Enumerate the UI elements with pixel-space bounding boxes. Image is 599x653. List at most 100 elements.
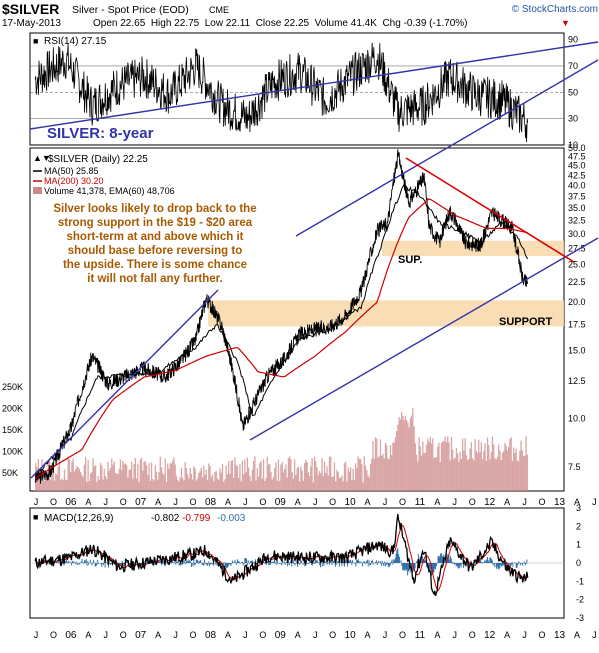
chart-title: SILVER: 8-year bbox=[47, 125, 154, 142]
volume-bar bbox=[154, 465, 156, 491]
volume-bar bbox=[316, 467, 318, 491]
commentary-line: should base before reversing to bbox=[68, 245, 242, 257]
volume-bar bbox=[108, 470, 110, 491]
volume-bar bbox=[290, 459, 292, 491]
price-x-tick-label: 10 bbox=[345, 497, 357, 508]
macd-x-tick-label: A bbox=[574, 630, 580, 640]
volume-bar bbox=[464, 438, 466, 491]
macd-x-tick-label: O bbox=[329, 630, 336, 640]
macd-x-tick-label: 09 bbox=[275, 630, 287, 641]
volume-bar bbox=[257, 476, 260, 491]
macd-x-tick-label: J bbox=[313, 630, 318, 640]
macd-tick-label: -2 bbox=[576, 595, 584, 605]
volume-bar bbox=[479, 452, 481, 491]
volume-bar bbox=[169, 463, 171, 491]
volume-bar bbox=[179, 477, 181, 491]
volume-bar bbox=[384, 442, 387, 491]
volume-bar bbox=[295, 475, 297, 491]
volume-bar bbox=[175, 475, 178, 491]
volume-bar bbox=[460, 459, 463, 491]
volume-bar bbox=[145, 465, 148, 491]
price-x-tick-label: J bbox=[592, 497, 597, 507]
commentary-block: Silver looks likely to drop back to the … bbox=[53, 203, 256, 285]
volume-bar bbox=[430, 443, 433, 491]
volume-bar bbox=[209, 466, 211, 491]
price-tick-label: 10.0 bbox=[568, 414, 586, 424]
macd-hist-value: -0.003 bbox=[217, 513, 246, 524]
volume-bar bbox=[102, 479, 104, 491]
volume-bar bbox=[79, 471, 82, 491]
macd-legend-value: -0.802 bbox=[151, 513, 180, 524]
volume-bar bbox=[155, 471, 158, 491]
volume-bar bbox=[196, 478, 199, 491]
macd-tick-label: -3 bbox=[576, 613, 584, 623]
volume-bar bbox=[445, 442, 448, 491]
volume-bar bbox=[437, 446, 439, 491]
rsi-tick-label: 30 bbox=[568, 114, 578, 124]
volume-bar bbox=[178, 481, 180, 491]
volume-bar bbox=[164, 458, 166, 491]
volume-bar bbox=[410, 415, 413, 491]
macd-x-tick-label: 08 bbox=[205, 630, 217, 641]
volume-bar bbox=[190, 473, 193, 491]
price-x-tick-label: 11 bbox=[415, 497, 426, 508]
volume-bar bbox=[167, 463, 169, 491]
volume-bar bbox=[152, 478, 154, 491]
price-x-tick-label: O bbox=[539, 497, 546, 507]
volume-bar bbox=[325, 472, 327, 491]
volume-bar bbox=[225, 465, 227, 491]
volume-bar bbox=[165, 482, 168, 491]
volume-bar bbox=[340, 477, 342, 491]
volume-bar bbox=[511, 461, 514, 491]
volume-bar bbox=[259, 463, 261, 491]
volume-bar bbox=[224, 479, 226, 491]
volume-bar bbox=[213, 481, 215, 491]
volume-bar bbox=[289, 456, 291, 491]
volume-bar bbox=[522, 456, 525, 491]
volume-bar bbox=[362, 482, 364, 491]
macd-x-tick-label: O bbox=[539, 630, 546, 640]
volume-bar bbox=[92, 458, 94, 491]
volume-bar bbox=[389, 444, 392, 491]
volume-bar bbox=[163, 474, 165, 491]
volume-bar bbox=[78, 468, 81, 491]
volume-bar bbox=[86, 482, 88, 491]
volume-bar bbox=[466, 459, 469, 491]
volume-bar bbox=[483, 451, 485, 491]
volume-bar bbox=[214, 471, 216, 491]
volume-bar bbox=[135, 478, 138, 491]
macd-x-tick-label: A bbox=[504, 630, 510, 640]
macd-x-tick-label: J bbox=[453, 630, 458, 640]
volume-bar bbox=[170, 463, 173, 491]
volume-bar bbox=[281, 462, 283, 491]
volume-bar bbox=[292, 478, 295, 491]
macd-tick-label: 0 bbox=[576, 558, 581, 568]
volume-bar bbox=[63, 469, 66, 491]
rsi-tick-label: 70 bbox=[568, 61, 578, 71]
volume-bar bbox=[77, 467, 79, 491]
volume-bar bbox=[393, 442, 395, 491]
volume-bar bbox=[221, 463, 224, 491]
volume-bar bbox=[342, 481, 344, 491]
volume-bar bbox=[219, 468, 221, 491]
volume-bar bbox=[505, 445, 507, 491]
support-label: SUPPORT bbox=[499, 316, 552, 328]
volume-bar bbox=[112, 464, 114, 491]
macd-x-tick-label: J bbox=[592, 630, 597, 640]
volume-bar bbox=[486, 437, 489, 491]
volume-bar bbox=[91, 472, 93, 491]
price-x-tick-label: A bbox=[85, 497, 91, 507]
volume-bar bbox=[94, 465, 97, 491]
volume-bar bbox=[198, 473, 200, 491]
volume-bar bbox=[264, 480, 266, 491]
volume-bar bbox=[276, 480, 278, 491]
volume-bar bbox=[376, 438, 378, 491]
volume-bar bbox=[503, 451, 505, 491]
volume-bar bbox=[369, 463, 372, 491]
volume-bar bbox=[311, 458, 313, 491]
volume-bar bbox=[495, 459, 497, 491]
volume-bar bbox=[153, 480, 155, 491]
volume-bar bbox=[498, 444, 500, 491]
volume-bar bbox=[412, 407, 414, 491]
volume-bar bbox=[398, 417, 400, 491]
